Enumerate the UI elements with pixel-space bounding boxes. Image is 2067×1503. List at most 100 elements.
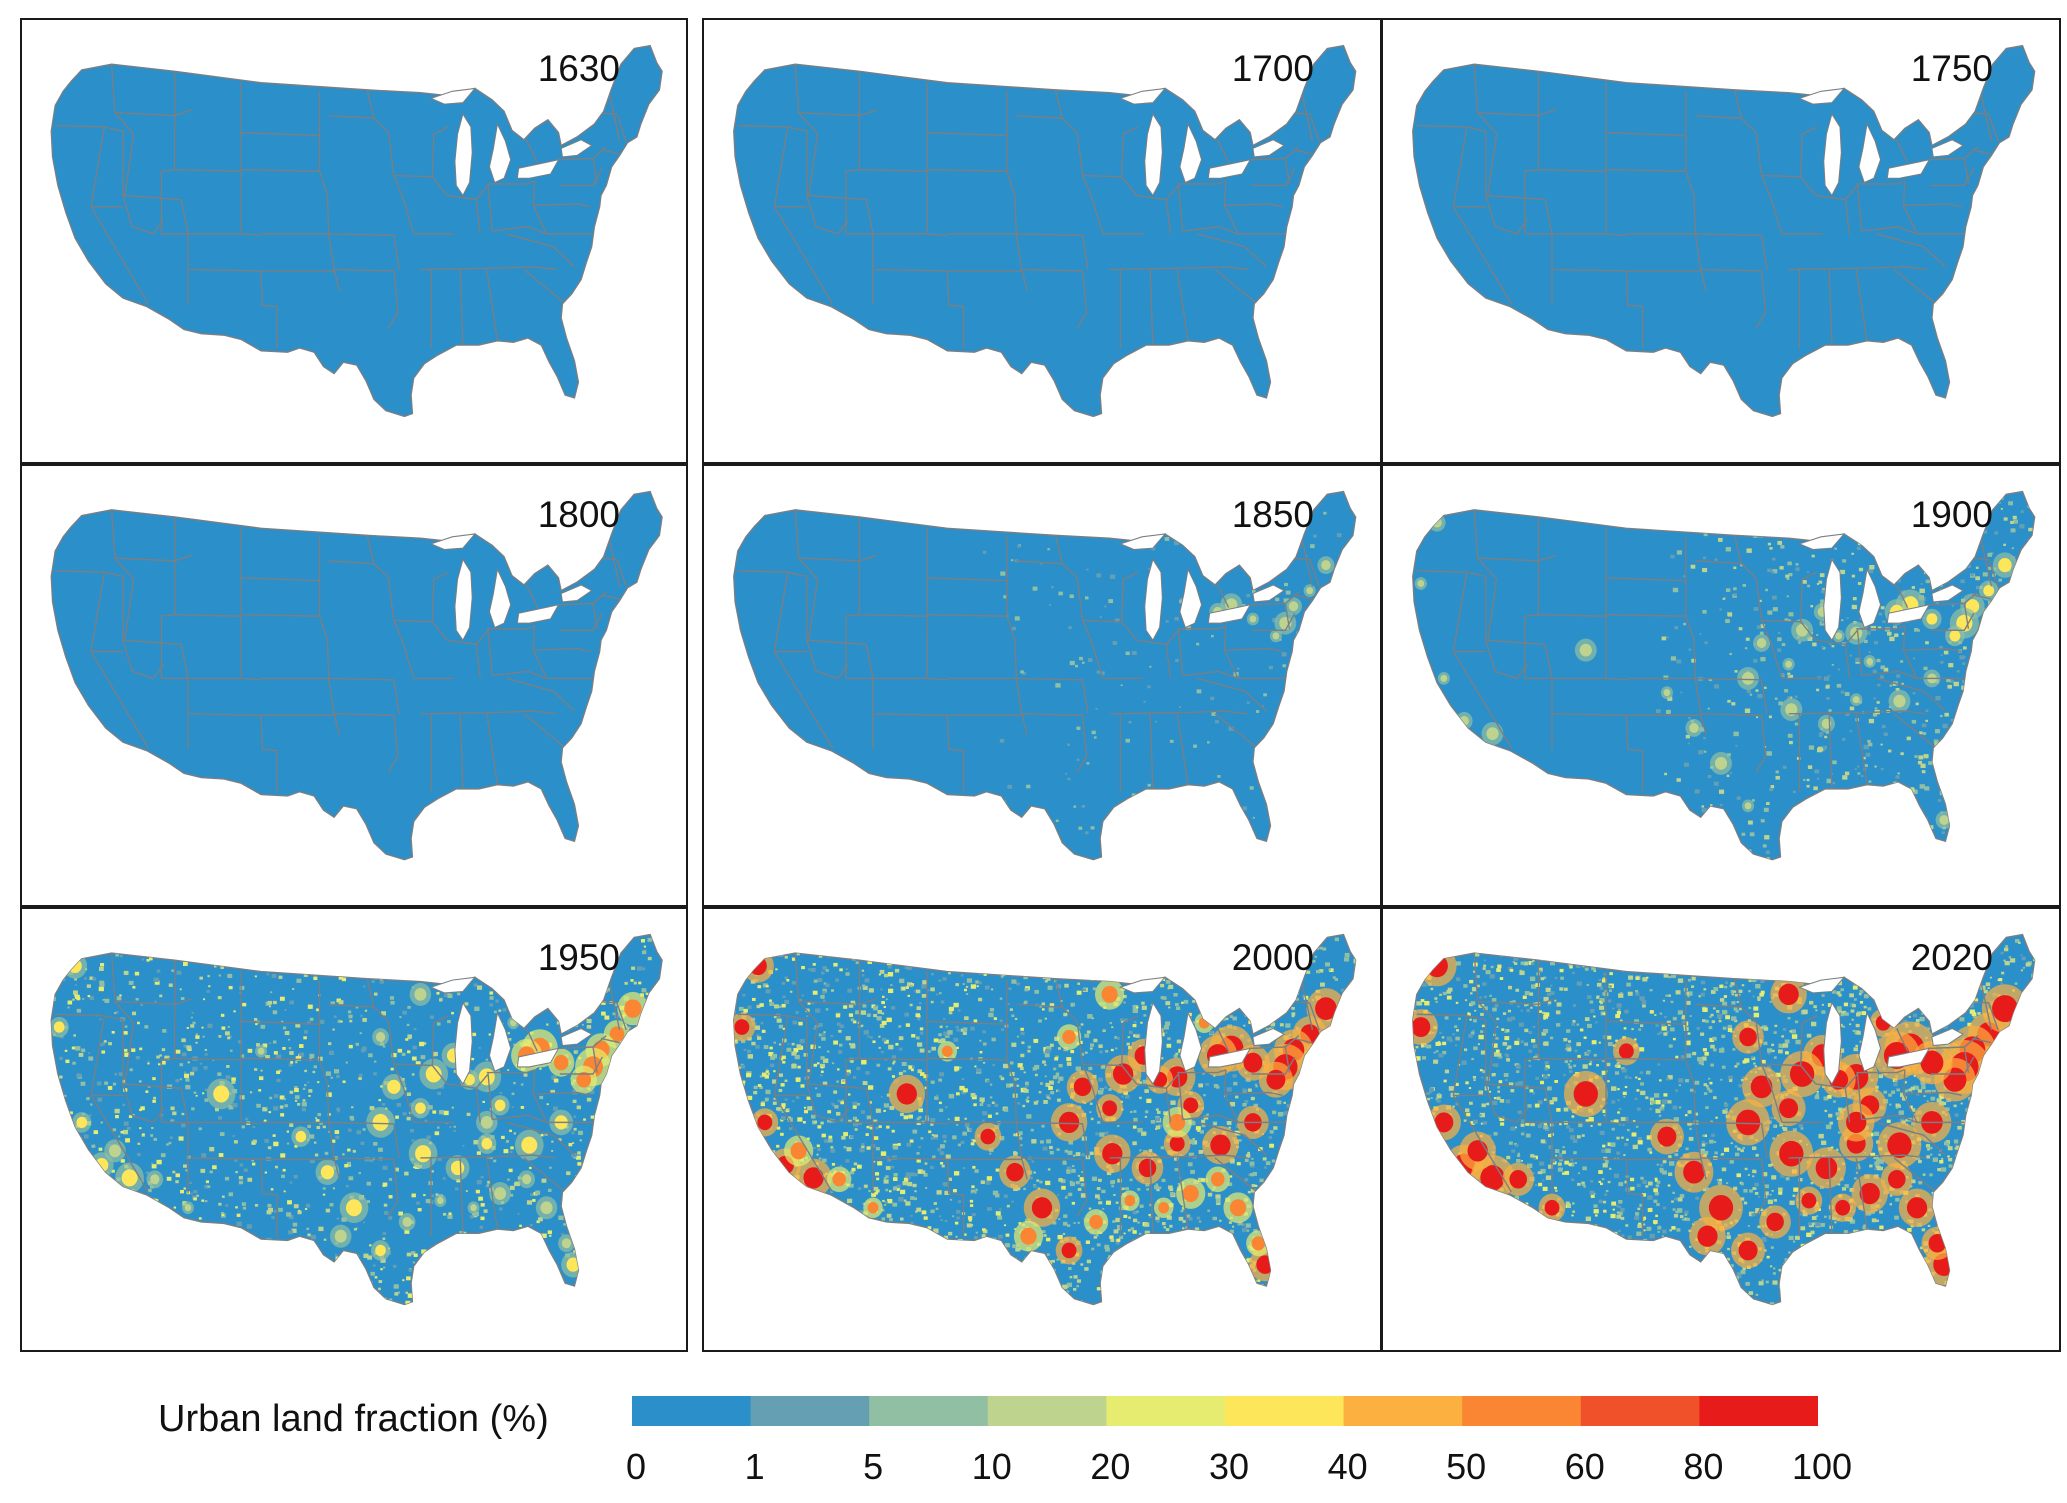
urban-cell [119, 994, 122, 997]
urban-cell [1889, 636, 1895, 642]
urban-cell [801, 1320, 806, 1324]
urban-cell [1379, 952, 1380, 955]
urban-cell [1806, 778, 1810, 782]
urban-cell [1948, 852, 1954, 856]
state-border [110, 64, 135, 196]
urban-cell [1246, 701, 1250, 704]
urban-cell [887, 1198, 893, 1204]
urban-cell [1206, 951, 1210, 955]
urban-cell [1085, 1051, 1088, 1054]
urban-cell [1288, 1247, 1294, 1252]
urban-cell [883, 1203, 887, 1206]
urban-cell [64, 1146, 67, 1149]
urban-cell [1760, 624, 1766, 629]
urban-cell [1125, 738, 1131, 743]
urban-cell [144, 1229, 148, 1233]
urban-cell [1810, 604, 1814, 608]
urban-cell [1775, 770, 1779, 774]
urban-cell [300, 960, 305, 965]
urban-cell [1935, 601, 1939, 605]
urban-cell [647, 956, 652, 961]
urban-cell [1313, 534, 1317, 538]
urban-cell [133, 1235, 139, 1240]
urban-cell [775, 1204, 780, 1209]
urban-cell [1325, 1167, 1329, 1170]
urban-cell [517, 1290, 521, 1294]
urban-cell [414, 1279, 419, 1283]
urban-cell [1948, 575, 1951, 578]
urban-cell [24, 1252, 27, 1255]
urban-cell [912, 1246, 917, 1251]
urban-cell [352, 1149, 356, 1153]
urban-cell [246, 1224, 252, 1229]
urban-cell [815, 1008, 821, 1013]
urban-cell [218, 1202, 222, 1206]
urban-cell [570, 1220, 573, 1223]
urban-cell [1994, 531, 1999, 535]
urban-cell [70, 957, 76, 961]
urban-cell [1115, 1256, 1120, 1260]
urban-cell [325, 1208, 331, 1213]
urban-cell [960, 1305, 963, 1308]
urban-cell [1116, 1253, 1123, 1259]
urban-cell [1007, 1003, 1010, 1005]
urban-cell [706, 1058, 709, 1061]
urban-cell [196, 1244, 199, 1247]
urban-cell [1910, 862, 1913, 864]
urban-cell [646, 1125, 651, 1129]
urban-cell [455, 967, 460, 971]
urban-cell [2008, 832, 2013, 836]
urban-cell [1983, 760, 1987, 764]
urban-cell [1815, 495, 1821, 499]
urban-cell [160, 1153, 166, 1158]
urban-cell [152, 1293, 158, 1298]
urban-cell [489, 991, 494, 995]
urban-cell [1201, 1254, 1205, 1257]
urban-cell [1135, 1244, 1138, 1247]
urban-cell [1298, 1203, 1303, 1207]
great-lake [429, 87, 477, 105]
urban-cell [1116, 1241, 1120, 1245]
urban-cell [373, 992, 378, 996]
urban-cell [1348, 1093, 1354, 1098]
urban-cell [28, 1317, 31, 1319]
urban-cell [924, 1162, 928, 1165]
urban-cell [1889, 684, 1893, 687]
urban-cell [1181, 1206, 1186, 1210]
urban-cell [620, 1066, 623, 1069]
state-border [1695, 114, 1757, 134]
urban-cell [1836, 835, 1840, 838]
urban-core [95, 1157, 109, 1173]
urban-cell [405, 1038, 409, 1041]
urban-cell [971, 1095, 977, 1100]
urban-cell [1784, 689, 1789, 693]
urban-cell [28, 1273, 30, 1275]
urban-cell [434, 1279, 439, 1284]
urban-cell [1307, 1077, 1311, 1081]
urban-cell [571, 1131, 575, 1135]
urban-cell [305, 1203, 311, 1208]
urban-cell [1816, 582, 1820, 585]
urban-cell [1901, 874, 1903, 876]
urban-cell [1865, 498, 1872, 503]
urban-cell [254, 961, 257, 964]
urban-cell [101, 1042, 105, 1046]
urban-cell [898, 1225, 902, 1228]
urban-cell [653, 1291, 658, 1296]
urban-cell [522, 983, 525, 985]
urban-cell [918, 1255, 923, 1259]
urban-cell [665, 1223, 667, 1225]
urban-cell [307, 1081, 310, 1084]
urban-cell [139, 1297, 144, 1302]
urban-cell [97, 1191, 102, 1195]
urban-cell [987, 1114, 992, 1118]
urban-cell [1796, 757, 1801, 760]
urban-core [1756, 638, 1767, 648]
state-border [1537, 71, 1607, 234]
urban-cell [661, 1297, 663, 1302]
urban-cell [992, 1063, 996, 1067]
urban-cell [2017, 788, 2024, 793]
urban-cell [1955, 723, 1961, 727]
urban-cell [122, 1103, 126, 1107]
urban-cell [1371, 947, 1374, 949]
